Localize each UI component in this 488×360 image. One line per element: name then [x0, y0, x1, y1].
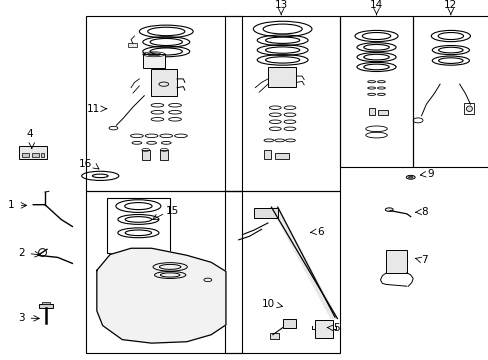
Text: 2: 2: [18, 248, 24, 258]
Bar: [339, 15, 412, 167]
Bar: [377, 110, 387, 115]
Text: 15: 15: [166, 206, 179, 216]
Bar: [463, 103, 473, 114]
Bar: [224, 15, 339, 191]
Text: 13: 13: [274, 0, 287, 10]
Text: 3: 3: [18, 313, 24, 323]
Bar: [160, 150, 168, 160]
Polygon shape: [97, 248, 225, 343]
Bar: [42, 302, 50, 304]
Bar: [85, 191, 242, 353]
Text: 14: 14: [369, 0, 383, 10]
Bar: [368, 108, 374, 115]
Ellipse shape: [408, 176, 412, 178]
Polygon shape: [271, 207, 337, 319]
Bar: [412, 15, 488, 167]
Bar: [269, 333, 278, 339]
Bar: [32, 153, 39, 157]
Bar: [142, 54, 165, 68]
Text: 9: 9: [427, 169, 434, 179]
Ellipse shape: [406, 175, 414, 179]
Bar: [314, 320, 332, 338]
Ellipse shape: [385, 208, 392, 211]
Bar: [224, 191, 339, 353]
Text: 16: 16: [79, 159, 92, 169]
Bar: [267, 67, 296, 87]
Text: 12: 12: [443, 0, 457, 10]
Bar: [19, 146, 47, 159]
Bar: [106, 198, 170, 253]
Bar: [142, 150, 149, 160]
Bar: [41, 153, 44, 157]
Text: 6: 6: [316, 227, 323, 237]
Text: 11: 11: [87, 104, 100, 114]
Text: 5: 5: [333, 323, 340, 333]
Bar: [264, 150, 270, 159]
Bar: [39, 304, 53, 308]
Bar: [274, 153, 288, 159]
Bar: [150, 69, 177, 96]
Bar: [254, 208, 277, 218]
Bar: [85, 15, 242, 191]
Text: 7: 7: [421, 255, 427, 265]
Text: 4: 4: [26, 129, 33, 139]
Bar: [22, 153, 29, 157]
Ellipse shape: [466, 106, 471, 112]
Text: 8: 8: [421, 207, 427, 217]
Bar: [386, 250, 406, 273]
Text: 10: 10: [261, 300, 274, 310]
Bar: [128, 43, 137, 46]
Bar: [282, 319, 296, 328]
Text: 1: 1: [8, 201, 15, 210]
